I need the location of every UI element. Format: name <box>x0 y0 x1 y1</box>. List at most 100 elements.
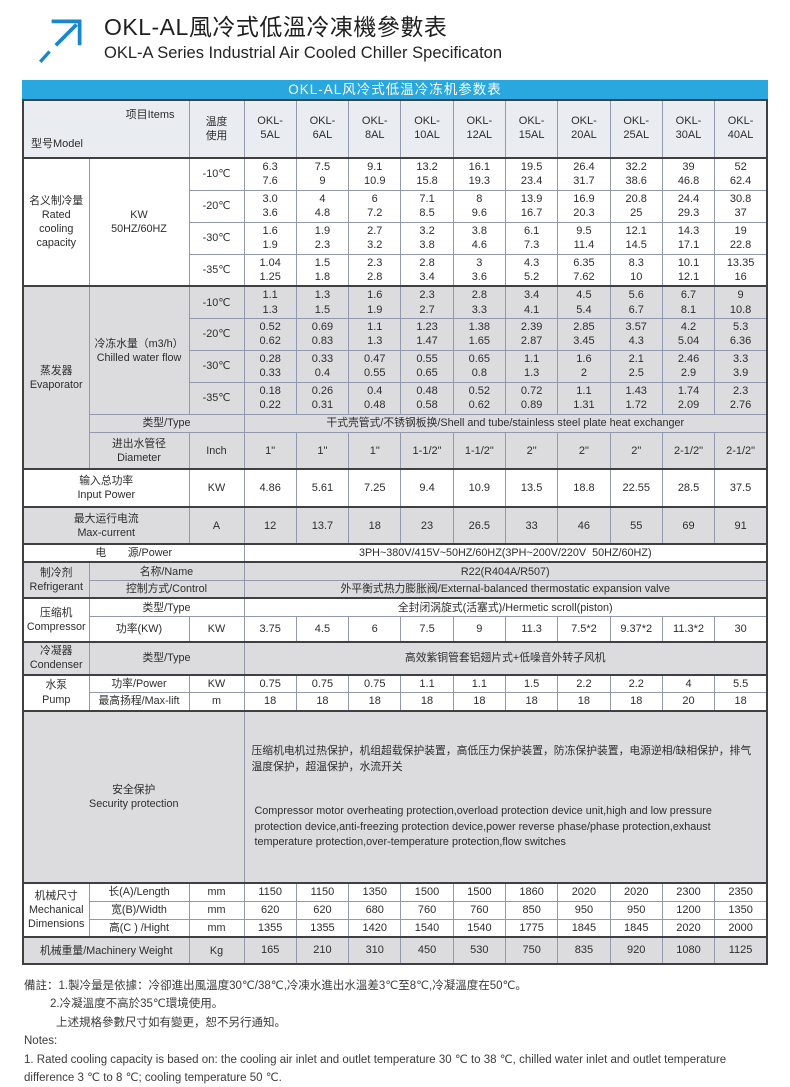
flow-value-cell: 0.69 0.83 <box>295 317 350 351</box>
rated-value-cell: 2.8 3.4 <box>400 253 454 287</box>
flow-value-cell: 1.38 1.65 <box>452 317 506 351</box>
rated-value-cell: 52 62.4 <box>714 157 768 191</box>
page-title-en: OKL-A Series Industrial Air Cooled Chill… <box>104 44 503 62</box>
rated-row-m20: -20℃ 3.0 3.6 4 4.8 6 7.2 7.1 8.5 8 9.6 13.9 1… <box>23 189 768 223</box>
compressor-power-cell: 4.5 <box>295 615 350 643</box>
model-header-cell: OKL- 25AL <box>609 99 663 159</box>
pump-power-cell: 2.2 <box>609 673 663 693</box>
model-header-cell: OKL- 15AL <box>504 99 559 159</box>
max-current-cell: 12 <box>243 506 297 545</box>
weight-row: 机械重量/Machinery Weight Kg 165 210 310 450 530… <box>22 936 768 965</box>
rated-value-cell: 4 4.8 <box>295 189 350 223</box>
input-power-unit: KW <box>188 468 245 508</box>
rated-value-cell: 12.1 14.5 <box>609 221 663 255</box>
max-lift-cell: 18 <box>714 692 768 711</box>
diameter-value-cell: 1" <box>348 431 402 470</box>
rated-value-cell: 1.04 1.25 <box>243 253 297 287</box>
pump-power-cell: 1.5 <box>504 673 559 693</box>
evap-type-row: 类型/Type 干式壳管式/不锈钢板换/Shell and tube/stain… <box>23 413 768 433</box>
rated-value-cell: 3.8 4.6 <box>452 221 506 255</box>
input-power-cell: 37.5 <box>714 468 768 508</box>
input-power-cell: 22.55 <box>609 468 663 508</box>
page: { "header": { "title_zh": "OKL-AL風冷式低溫冷凍… <box>22 8 768 1085</box>
max-current-cell: 18 <box>348 506 402 545</box>
rated-value-cell: 16.1 19.3 <box>452 157 506 191</box>
mech-group-label: 机械尺寸 Mechanical Dimensions <box>22 882 90 938</box>
evap-type-value: 干式壳管式/不锈钢板换/Shell and tube/stainless ste… <box>243 413 768 433</box>
rated-value-cell: 3.2 3.8 <box>400 221 454 255</box>
weight-unit: Kg <box>188 936 245 965</box>
rated-value-cell: 30.8 37 <box>714 189 768 223</box>
model-header-cell: OKL- 5AL <box>243 99 297 159</box>
pump-power-cell: 1.1 <box>400 673 454 693</box>
diameter-value-cell: 1-1/2" <box>400 431 454 470</box>
height-cell: 1775 <box>504 918 559 938</box>
flow-value-cell: 0.48 0.58 <box>400 381 454 415</box>
evap-type-label: 类型/Type <box>88 413 245 433</box>
diameter-value-cell: 2" <box>609 431 663 470</box>
diameter-value-cell: 1" <box>243 431 297 470</box>
max-lift-cell: 18 <box>243 692 297 711</box>
compressor-power-cell: 7.5*2 <box>557 615 611 643</box>
height-cell: 1540 <box>452 918 506 938</box>
length-cell: 1150 <box>243 882 297 902</box>
height-cell: 1540 <box>400 918 454 938</box>
temp-cell: -35℃ <box>188 381 245 415</box>
rated-value-cell: 3.0 3.6 <box>243 189 297 223</box>
weight-cell: 310 <box>348 936 402 965</box>
length-cell: 1350 <box>348 882 402 902</box>
flow-value-cell: 2.85 3.45 <box>557 317 611 351</box>
page-title-zh: OKL-AL風冷式低溫冷凍機參數表 <box>104 14 448 40</box>
note-zh-3: 上述規格參數尺寸如有變更，恕不另行通知。 <box>56 1016 286 1029</box>
input-power-cell: 18.8 <box>557 468 611 508</box>
input-power-cell: 4.86 <box>243 468 297 508</box>
rated-value-cell: 8.3 10 <box>609 253 663 287</box>
refrigerant-name-label: 名称/Name <box>88 561 245 581</box>
condenser-type-label: 类型/Type <box>88 641 245 676</box>
diameter-row: 进出水管径 Diameter Inch 1" 1" 1" 1-1/2" 1-1/2" 2"… <box>23 431 768 470</box>
refrigerant-name-row: 制冷剂 Refrigerant 名称/Name R22(R404A/R507) <box>22 561 768 599</box>
max-lift-cell: 18 <box>504 692 559 711</box>
temp-cell: -10℃ <box>188 157 245 191</box>
height-cell: 2000 <box>714 918 768 938</box>
table-banner: OKL-AL风冷式低温冷冻机参数表 <box>22 80 768 99</box>
max-current-cell: 13.7 <box>295 506 350 545</box>
security-label: 安全保护 Security protection <box>22 709 245 884</box>
max-current-unit: A <box>188 506 245 545</box>
evaporator-group-label: 蒸发器 Evaporator <box>22 285 90 470</box>
rated-value-cell: 6.35 7.62 <box>557 253 611 287</box>
compressor-power-cell: 11.3*2 <box>661 615 716 643</box>
flow-value-cell: 2.8 3.3 <box>452 285 506 319</box>
rated-value-cell: 6.1 7.3 <box>504 221 559 255</box>
width-cell: 680 <box>348 900 402 920</box>
height-cell: 1420 <box>348 918 402 938</box>
length-row: 机械尺寸 Mechanical Dimensions 长(A)/Length m… <box>22 882 768 938</box>
compressor-power-label: 功率(KW) <box>88 615 190 643</box>
arrow-up-right-icon <box>33 10 91 71</box>
pump-power-cell: 4 <box>661 673 716 693</box>
height-cell: 1355 <box>295 918 350 938</box>
rated-value-cell: 1.6 1.9 <box>243 221 297 255</box>
weight-cell: 450 <box>400 936 454 965</box>
flow-value-cell: 3.57 4.3 <box>609 317 663 351</box>
flow-value-cell: 1.1 1.3 <box>348 317 402 351</box>
compressor-power-row: 功率(KW) KW 3.75 4.5 6 7.5 9 11.3 7.5*2 9.37*2 11.… <box>23 615 768 643</box>
compressor-type-label: 类型/Type <box>88 597 245 617</box>
rated-value-cell: 20.8 25 <box>609 189 663 223</box>
flow-value-cell: 1.23 1.47 <box>400 317 454 351</box>
max-current-cell: 46 <box>557 506 611 545</box>
flow-value-cell: 2.46 2.9 <box>661 349 716 383</box>
spec-table: 型号Model 项目Items 温度 使用 OKL- 5AL OKL- 6AL OK… <box>22 99 768 966</box>
max-lift-cell: 18 <box>609 692 663 711</box>
diameter-value-cell: 2" <box>504 431 559 470</box>
pump-group-label: 水泵 Pump <box>22 673 90 711</box>
flow-value-cell: 1.43 1.72 <box>609 381 663 415</box>
flow-value-cell: 4.2 5.04 <box>661 317 716 351</box>
flow-value-cell: 9 10.8 <box>714 285 768 319</box>
column-header-row: 型号Model 项目Items 温度 使用 OKL- 5AL OKL- 6AL OK… <box>22 99 768 159</box>
length-cell: 1500 <box>400 882 454 902</box>
input-power-cell: 28.5 <box>661 468 716 508</box>
compressor-type-value: 全封闭涡旋式(活塞式)/Hermetic scroll(piston) <box>243 597 768 617</box>
rated-value-cell: 19.5 23.4 <box>504 157 559 191</box>
titles: OKL-AL風冷式低溫冷凍機參數表 OKL-A Series Industria… <box>104 8 502 63</box>
